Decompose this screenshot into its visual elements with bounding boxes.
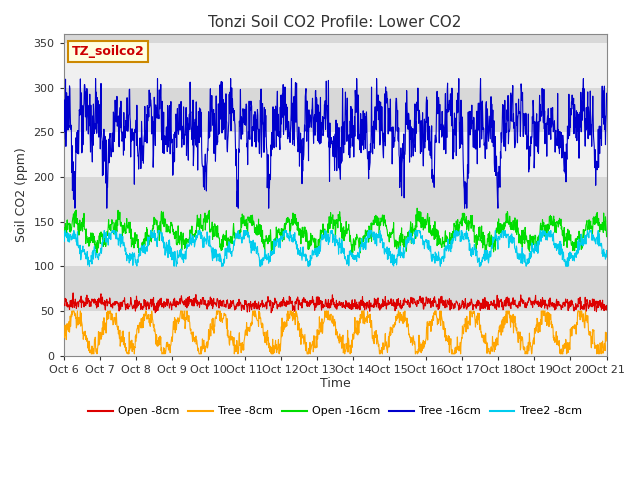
Bar	[64, 43, 607, 87]
Bar	[64, 311, 607, 356]
Y-axis label: Soil CO2 (ppm): Soil CO2 (ppm)	[15, 147, 28, 242]
Bar	[64, 266, 607, 311]
Bar	[64, 132, 607, 177]
Bar	[64, 222, 607, 266]
Text: TZ_soilco2: TZ_soilco2	[72, 45, 145, 58]
Bar	[64, 177, 607, 222]
X-axis label: Time: Time	[320, 377, 351, 390]
Bar	[64, 87, 607, 132]
Title: Tonzi Soil CO2 Profile: Lower CO2: Tonzi Soil CO2 Profile: Lower CO2	[209, 15, 462, 30]
Legend: Open -8cm, Tree -8cm, Open -16cm, Tree -16cm, Tree2 -8cm: Open -8cm, Tree -8cm, Open -16cm, Tree -…	[84, 402, 586, 421]
